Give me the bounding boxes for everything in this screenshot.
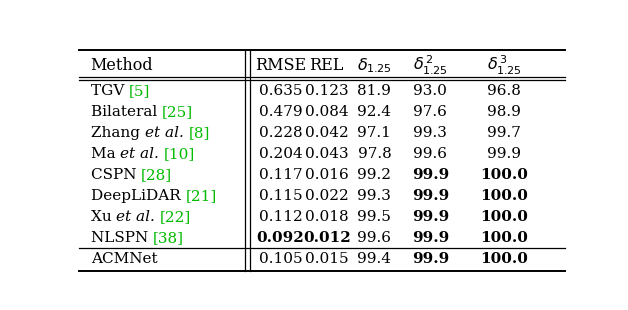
Text: [22]: [22]: [160, 210, 192, 224]
Text: [25]: [25]: [162, 105, 193, 119]
Text: DeepLiDAR: DeepLiDAR: [90, 189, 185, 203]
Text: 100.0: 100.0: [480, 168, 528, 182]
Text: 100.0: 100.0: [480, 210, 528, 224]
Text: Bilateral: Bilateral: [90, 105, 162, 119]
Text: 0.016: 0.016: [305, 168, 349, 182]
Text: 0.204: 0.204: [259, 147, 302, 161]
Text: [21]: [21]: [185, 189, 217, 203]
Text: et al.: et al.: [144, 126, 183, 140]
Text: [8]: [8]: [188, 126, 210, 140]
Text: et al.: et al.: [120, 147, 159, 161]
Text: 0.479: 0.479: [259, 105, 302, 119]
Text: 100.0: 100.0: [480, 252, 528, 266]
Text: 0.228: 0.228: [259, 126, 302, 140]
Text: 98.9: 98.9: [487, 105, 521, 119]
Text: 0.042: 0.042: [305, 126, 349, 140]
Text: et al.: et al.: [116, 210, 155, 224]
Text: 0.012: 0.012: [303, 231, 350, 245]
Text: 99.9: 99.9: [487, 147, 521, 161]
Text: 99.5: 99.5: [357, 210, 391, 224]
Text: 0.115: 0.115: [259, 189, 302, 203]
Text: 100.0: 100.0: [480, 189, 528, 203]
Text: Ma: Ma: [90, 147, 120, 161]
Text: TGV: TGV: [90, 84, 129, 98]
Text: 0.015: 0.015: [305, 252, 349, 266]
Text: Zhang: Zhang: [90, 126, 144, 140]
Text: Xu: Xu: [90, 210, 116, 224]
Text: 0.022: 0.022: [305, 189, 349, 203]
Text: 0.092: 0.092: [257, 231, 305, 245]
Text: 0.635: 0.635: [259, 84, 302, 98]
Text: [5]: [5]: [129, 84, 150, 98]
Text: 99.2: 99.2: [357, 168, 391, 182]
Text: RMSE: RMSE: [255, 57, 306, 74]
Text: 99.6: 99.6: [413, 147, 447, 161]
Text: 0.123: 0.123: [305, 84, 349, 98]
Text: $\delta_{1.25}^{\,3}$: $\delta_{1.25}^{\,3}$: [487, 54, 522, 77]
Text: 0.018: 0.018: [305, 210, 349, 224]
Text: 0.112: 0.112: [259, 210, 302, 224]
Text: 0.043: 0.043: [305, 147, 349, 161]
Text: 99.4: 99.4: [357, 252, 391, 266]
Text: 99.9: 99.9: [412, 210, 449, 224]
Text: 100.0: 100.0: [480, 231, 528, 245]
Text: 99.9: 99.9: [412, 231, 449, 245]
Text: REL: REL: [310, 57, 344, 74]
Text: $\delta_{1.25}^{\,2}$: $\delta_{1.25}^{\,2}$: [413, 54, 448, 77]
Text: 99.9: 99.9: [412, 189, 449, 203]
Text: 92.4: 92.4: [357, 105, 391, 119]
Text: CSPN: CSPN: [90, 168, 141, 182]
Text: 0.105: 0.105: [259, 252, 302, 266]
Text: Method: Method: [90, 57, 153, 74]
Text: 99.9: 99.9: [412, 252, 449, 266]
Text: 99.3: 99.3: [413, 126, 447, 140]
Text: $\delta_{1.25}$: $\delta_{1.25}$: [357, 56, 392, 75]
Text: ACMNet: ACMNet: [90, 252, 157, 266]
Text: 99.7: 99.7: [487, 126, 521, 140]
Text: [10]: [10]: [164, 147, 195, 161]
Text: [38]: [38]: [153, 231, 184, 245]
Text: [28]: [28]: [141, 168, 172, 182]
Text: 81.9: 81.9: [357, 84, 391, 98]
Text: 0.117: 0.117: [259, 168, 302, 182]
Text: 97.8: 97.8: [357, 147, 391, 161]
Text: 96.8: 96.8: [487, 84, 521, 98]
Text: 93.0: 93.0: [413, 84, 447, 98]
Text: 99.3: 99.3: [357, 189, 391, 203]
Text: 97.1: 97.1: [357, 126, 391, 140]
Text: 99.6: 99.6: [357, 231, 391, 245]
Text: 99.9: 99.9: [412, 168, 449, 182]
Text: 97.6: 97.6: [413, 105, 447, 119]
Text: 0.084: 0.084: [305, 105, 349, 119]
Text: NLSPN: NLSPN: [90, 231, 153, 245]
